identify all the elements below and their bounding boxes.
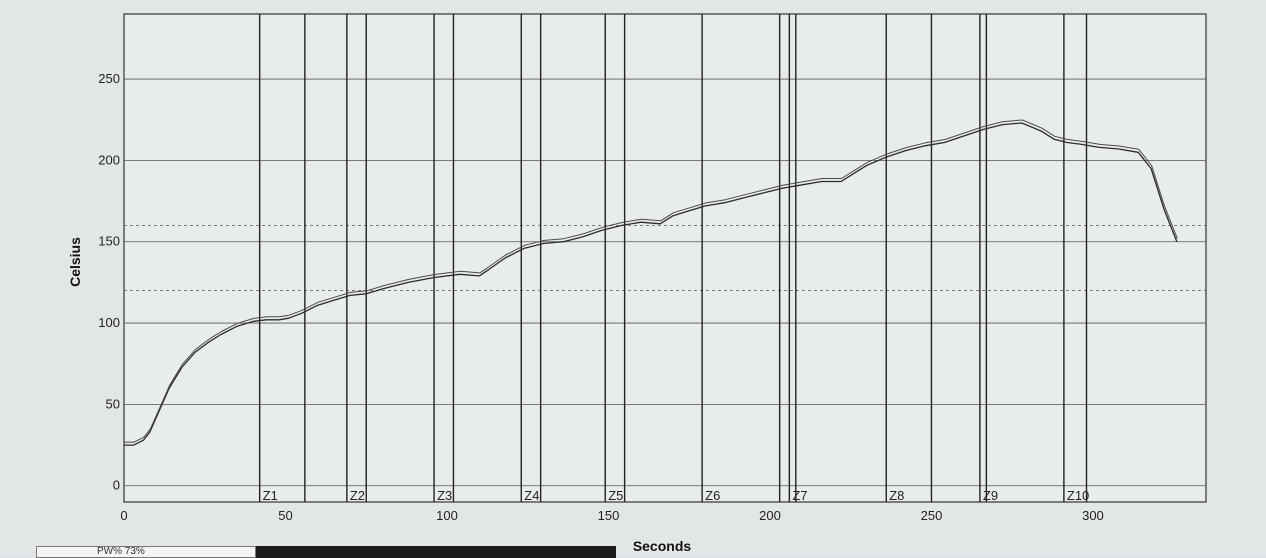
footer-dark-bar <box>256 546 616 558</box>
zone-label-z4: Z4 <box>524 488 539 503</box>
x-tick-label-50: 50 <box>278 508 292 523</box>
x-tick-label-100: 100 <box>436 508 458 523</box>
y-tick-label-100: 100 <box>98 315 120 330</box>
y-axis-label: Celsius <box>67 237 83 287</box>
x-tick-label-0: 0 <box>120 508 127 523</box>
y-tick-label-50: 50 <box>106 396 120 411</box>
temperature-series-line-0 <box>124 122 1178 446</box>
x-tick-label-200: 200 <box>759 508 781 523</box>
y-tick-label-250: 250 <box>98 71 120 86</box>
y-tick-label-150: 150 <box>98 234 120 249</box>
x-tick-label-250: 250 <box>921 508 943 523</box>
x-tick-label-300: 300 <box>1082 508 1104 523</box>
y-tick-label-0: 0 <box>113 478 120 493</box>
x-tick-label-150: 150 <box>598 508 620 523</box>
x-tick-labels: 0 50 100 150 200 250 300 <box>120 508 1103 523</box>
zone-label-z1: Z1 <box>263 488 278 503</box>
zone-label-z6: Z6 <box>705 488 720 503</box>
zone-label-z10: Z10 <box>1067 488 1089 503</box>
series-group <box>124 119 1178 446</box>
y-tick-labels: 0 50 100 150 200 250 <box>98 71 120 493</box>
y-tick-label-200: 200 <box>98 152 120 167</box>
zone-lines: Z1 Z2 Z3 Z4 Z5 Z6 Z7 Z8 Z9 Z10 <box>258 14 1089 503</box>
temperature-series-line-shadow-0 <box>124 119 1178 443</box>
zone-label-z3: Z3 <box>437 488 452 503</box>
x-axis-label: Seconds <box>633 538 692 554</box>
zone-label-z9: Z9 <box>983 488 998 503</box>
zone-label-z2: Z2 <box>350 488 365 503</box>
plot-frame <box>123 13 1207 503</box>
footer-label-box: PW% 73% <box>36 546 256 558</box>
footer-left-label: PW% 73% <box>97 546 145 557</box>
zone-label-z7: Z7 <box>792 488 807 503</box>
zone-label-z5: Z5 <box>608 488 623 503</box>
zone-label-z8: Z8 <box>889 488 904 503</box>
